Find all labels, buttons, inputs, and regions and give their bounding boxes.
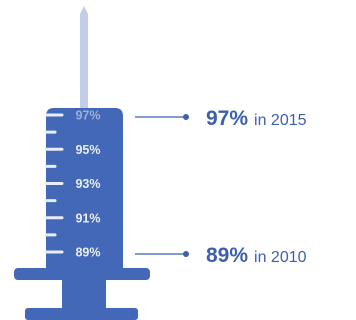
tick-label: 89% bbox=[75, 246, 100, 260]
callout-dot bbox=[183, 251, 189, 257]
needle bbox=[80, 6, 88, 108]
callout-year: in 2010 bbox=[254, 249, 307, 266]
tick-label: 95% bbox=[75, 143, 100, 157]
syringe-barrel bbox=[46, 108, 123, 272]
plunger-thumb-rest bbox=[25, 308, 138, 320]
callouts: 97% in 2015 89% in 2010 bbox=[135, 107, 307, 267]
callout-label: 89% in 2010 bbox=[206, 244, 307, 267]
tick-label: 91% bbox=[75, 211, 100, 225]
tick-label: 93% bbox=[75, 177, 100, 191]
callout-year: in 2015 bbox=[254, 112, 307, 129]
tick-label: 97% bbox=[75, 109, 100, 123]
callout-value: 89% bbox=[206, 244, 248, 267]
finger-grip bbox=[14, 268, 150, 280]
callout-dot bbox=[183, 114, 189, 120]
callout-value: 97% bbox=[206, 107, 248, 130]
scale-ticks: 97% 95% 93% 91% 89% bbox=[44, 109, 101, 260]
callout-label: 97% in 2015 bbox=[206, 107, 307, 130]
